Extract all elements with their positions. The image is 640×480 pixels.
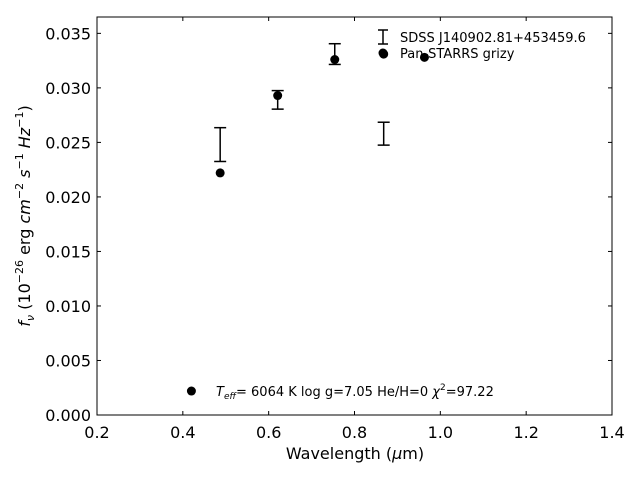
y-tick-label: 0.010 (45, 297, 91, 316)
x-tick-label: 1.2 (513, 423, 538, 442)
x-tick-label: 0.2 (84, 423, 109, 442)
data-point (215, 168, 225, 178)
x-tick-label: 0.4 (170, 423, 195, 442)
plot-frame (96, 16, 613, 416)
data-point (419, 52, 429, 62)
data-point (273, 91, 283, 101)
x-tick-label: 0.8 (342, 423, 367, 442)
x-axis-label: Wavelength (μm) (286, 444, 424, 463)
x-tick-label: 1.0 (428, 423, 453, 442)
x-tick-label: 1.4 (599, 423, 624, 442)
x-tick-label: 0.6 (256, 423, 281, 442)
y-tick-label: 0.015 (45, 242, 91, 261)
y-tick-label: 0.025 (45, 133, 91, 152)
y-tick-label: 0.020 (45, 188, 91, 207)
legend-label: SDSS J140902.81+453459.6 (400, 31, 586, 46)
y-tick-label: 0.030 (45, 79, 91, 98)
axis-ticks: 0.2 0.4 0.6 0.8 1.0 1.2 1.4 0.000 0.005 0.010 0.01… (45, 17, 625, 442)
y-tick-label: 0.005 (45, 351, 91, 370)
y-tick-label: 0.035 (45, 24, 91, 43)
fit-annotation: Teff= 6064 K log g=7.05 He/H=0 χ2=97.22 (216, 383, 494, 402)
data-point (330, 55, 340, 65)
annotation-marker (186, 386, 196, 396)
y-tick-label: 0.000 (45, 406, 91, 425)
y-axis-label: fν (10−26 erg cm−2 s−1 Hz−1) (13, 105, 37, 326)
legend-marker-swatch (378, 48, 388, 58)
legend-label: Pan-STARRS grizy (400, 47, 515, 62)
